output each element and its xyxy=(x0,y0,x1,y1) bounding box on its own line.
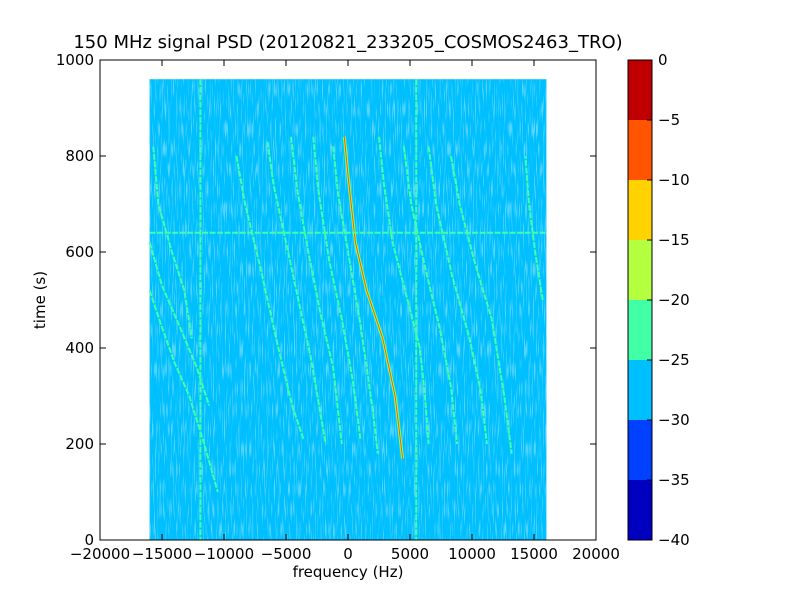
colorbar-segment xyxy=(628,420,652,480)
signal-trace xyxy=(235,155,305,440)
x-tick-label: 20000 xyxy=(572,545,620,563)
y-axis-label: time (s) xyxy=(31,271,49,329)
y-tick-label: 200 xyxy=(65,435,94,453)
x-tick-label: −15000 xyxy=(132,545,192,563)
x-axis: −20000 −15000 −10000 −5000 0 5000 10000 15000 20… xyxy=(70,60,620,563)
signal-trace xyxy=(427,146,488,445)
x-tick-label: 0 xyxy=(343,545,353,563)
y-tick-label: 1000 xyxy=(56,51,94,69)
colorbar-segment xyxy=(628,360,652,420)
colorbar-segment xyxy=(628,300,652,360)
y-tick-label: 0 xyxy=(84,531,94,549)
y-tick-label: 400 xyxy=(65,339,94,357)
colorbar-tick-label: −5 xyxy=(658,111,680,129)
y-tick-label: 800 xyxy=(65,147,94,165)
x-axis-label: frequency (Hz) xyxy=(293,563,404,581)
signal-trace xyxy=(148,290,219,493)
chart-title: 150 MHz signal PSD (20120821_233205_COSM… xyxy=(73,32,622,53)
x-tick-label: −5000 xyxy=(261,545,312,563)
signal-trace xyxy=(524,155,544,301)
signal-trace xyxy=(152,146,193,339)
colorbar-segment xyxy=(628,120,652,180)
signal-trace xyxy=(402,146,459,445)
x-tick-label: 5000 xyxy=(391,545,429,563)
colorbar-tick-label: 0 xyxy=(658,51,668,69)
signal-trace xyxy=(449,155,513,454)
x-tick-label: −20000 xyxy=(70,545,130,563)
colorbar-tick-label: −35 xyxy=(658,471,690,489)
colorbar-tick-label: −15 xyxy=(658,231,690,249)
colorbar-segment xyxy=(628,180,652,240)
colorbar-tick-label: −40 xyxy=(658,531,690,549)
y-tick-label: 600 xyxy=(65,243,94,261)
y-axis: 0 200 400 600 800 1000 xyxy=(56,51,596,549)
signal-traces xyxy=(148,79,547,540)
x-tick-label: 10000 xyxy=(448,545,496,563)
heatmap xyxy=(149,79,547,540)
colorbar-tick-label: −30 xyxy=(658,411,690,429)
x-tick-label: −10000 xyxy=(194,545,254,563)
colorbar-segment xyxy=(628,480,652,540)
colorbar-segment xyxy=(628,240,652,300)
signal-trace xyxy=(290,136,343,445)
colorbar-tick-label: −20 xyxy=(658,291,690,309)
signal-trace xyxy=(343,136,404,459)
colorbar-tick-label: −25 xyxy=(658,351,690,369)
signal-trace xyxy=(332,146,379,454)
signal-trace xyxy=(266,141,327,445)
colorbar: −40 −35 −30 −25 −20 −15 −10 −5 0 xyxy=(627,51,690,549)
heatmap-noise xyxy=(149,79,547,540)
plot-area xyxy=(99,59,597,541)
colorbar-tick-label: −10 xyxy=(658,171,690,189)
colorbar-segment xyxy=(628,60,652,120)
signal-trace xyxy=(378,136,430,445)
signal-trace xyxy=(312,136,362,440)
x-tick-label: 15000 xyxy=(510,545,558,563)
